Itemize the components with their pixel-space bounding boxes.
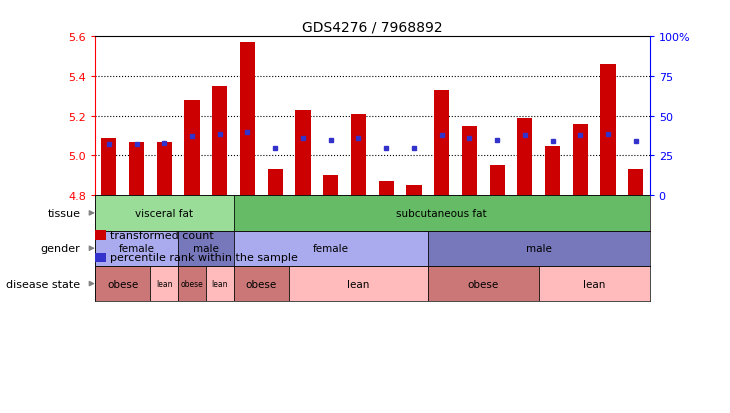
- Bar: [428, 266, 539, 301]
- Text: visceral fat: visceral fat: [135, 209, 193, 218]
- Bar: [150, 266, 178, 301]
- Text: subcutaneous fat: subcutaneous fat: [396, 209, 487, 218]
- Text: lean: lean: [156, 279, 172, 288]
- Bar: [240, 43, 255, 196]
- Text: gender: gender: [41, 244, 80, 254]
- Bar: [490, 166, 504, 196]
- Bar: [178, 231, 234, 266]
- Bar: [407, 186, 421, 196]
- Text: obese: obese: [246, 279, 277, 289]
- Bar: [629, 170, 643, 196]
- Bar: [95, 231, 178, 266]
- Bar: [539, 266, 650, 301]
- Text: disease state: disease state: [6, 279, 80, 289]
- Text: female: female: [312, 244, 349, 254]
- Text: obese: obese: [180, 279, 204, 288]
- Text: obese: obese: [468, 279, 499, 289]
- Bar: [178, 266, 206, 301]
- Text: obese: obese: [107, 279, 138, 289]
- Text: lean: lean: [583, 279, 605, 289]
- Bar: [268, 170, 283, 196]
- Bar: [234, 266, 289, 301]
- Text: male: male: [526, 244, 552, 254]
- Text: female: female: [118, 244, 155, 254]
- Text: male: male: [193, 244, 219, 254]
- Bar: [379, 182, 393, 196]
- Bar: [351, 114, 366, 196]
- Text: tissue: tissue: [47, 209, 80, 218]
- Bar: [296, 111, 310, 196]
- Bar: [157, 142, 172, 196]
- Text: percentile rank within the sample: percentile rank within the sample: [110, 253, 297, 263]
- Bar: [185, 101, 199, 196]
- Bar: [289, 266, 428, 301]
- Bar: [428, 231, 650, 266]
- Bar: [206, 266, 234, 301]
- Bar: [518, 119, 532, 196]
- Text: transformed count: transformed count: [110, 230, 213, 240]
- Bar: [95, 266, 150, 301]
- Text: GDS4276 / 7968892: GDS4276 / 7968892: [302, 21, 442, 35]
- Bar: [323, 176, 338, 196]
- Bar: [129, 142, 144, 196]
- Bar: [95, 196, 234, 231]
- Text: lean: lean: [347, 279, 369, 289]
- Text: lean: lean: [212, 279, 228, 288]
- Bar: [573, 124, 588, 196]
- Bar: [434, 91, 449, 196]
- Bar: [462, 126, 477, 196]
- Bar: [234, 231, 428, 266]
- Bar: [212, 87, 227, 196]
- Bar: [234, 196, 650, 231]
- Bar: [101, 138, 116, 196]
- Bar: [601, 65, 615, 196]
- Bar: [545, 146, 560, 196]
